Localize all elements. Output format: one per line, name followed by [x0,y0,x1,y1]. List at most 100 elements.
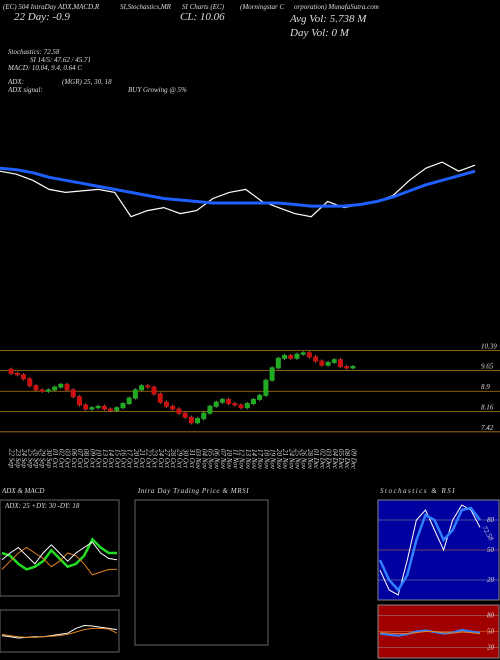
adx-values: (MGR) 25, 30, 18 [62,78,112,86]
panel-subtitle: ADX: 25 +DY: 30 -DY: 18 [4,502,80,510]
candle-body [70,389,76,398]
x-tick-label: 31 Oct [188,448,196,469]
title-part: (Morningstar C [240,3,284,11]
rsi-label: SI 14/5: 47.62 / 45.71 [30,56,91,64]
candle-body [319,360,325,366]
y-tick-label: 7.42 [481,424,494,432]
x-tick-label: 22 Oct [144,449,152,469]
candle-body [163,401,169,407]
y-tick-label: 50 [487,546,495,554]
y-tick-label: 8.16 [481,404,494,412]
candle-body [257,394,263,400]
line [0,166,476,208]
candle-body [344,366,350,369]
line [1,546,117,576]
x-tick-label: 06 Oct [70,449,78,469]
y-tick-label: 80 [487,516,495,524]
candle-body [195,418,201,424]
candle-body [8,368,14,374]
candle-body [151,386,157,395]
candle-body [331,359,337,363]
line [379,631,481,635]
x-tick-label: 06 Nov [213,449,221,470]
x-tick-label: 03 Oct [64,449,72,469]
avg-vol: Avg Vol: 5.738 M [289,13,367,25]
x-tick-label: 07 Oct [76,449,84,469]
candle-body [139,385,145,391]
candle-body [219,398,225,403]
x-tick-label: 30 Sep [45,448,53,468]
y-tick-label: 20 [487,576,495,584]
title-part: SI,Stochastics,MR [120,3,172,11]
line [1,541,118,565]
panel-title: Stochastics & RSI [380,487,456,495]
x-tick-label: 29 Sep [39,449,47,468]
x-tick-label: 22 Sep [8,449,16,468]
candle-body [201,412,207,420]
x-tick-label: 17 Nov [256,449,264,470]
candle-body [27,378,33,387]
y-tick-label: 80 [487,612,495,620]
candle-body [244,403,250,409]
macd-label: MACD: 10.04, 9.4, 0.64 C [7,64,82,72]
x-tick-label: 10 Nov [225,449,233,470]
candle-body [337,359,343,368]
candle-body [83,404,89,410]
x-tick-label: 03 Dec [325,449,333,470]
close-label: CL: 10.06 [180,11,225,23]
x-tick-label: 28 Nov [306,449,314,470]
candle-body [325,361,331,366]
line [1,537,117,571]
x-tick-label: 25 Sep [26,449,34,468]
candle-body [89,407,95,410]
x-tick-label: 18 Nov [262,449,270,470]
x-tick-label: 21 Oct [138,449,146,469]
x-tick-label: 04 Nov [200,449,208,470]
x-tick-label: 17 Oct [126,449,134,469]
x-tick-label: 28 Oct [169,449,177,469]
candle-body [14,372,20,376]
x-tick-label: 13 Nov [244,449,252,470]
line [1,624,118,639]
x-tick-label: 26 Nov [300,449,308,470]
panel-frame [134,499,269,646]
candle-body [58,383,64,388]
x-tick-label: 14 Oct [107,449,115,469]
x-tick-label: 29 Oct [175,449,183,469]
candle-body [250,398,256,405]
x-tick-label: 04 Dec [331,449,339,470]
candle-body [157,393,163,403]
x-tick-label: 30 Oct [182,448,190,469]
panel-title: Intra Day Trading Price & MRSI [137,487,249,495]
candle-body [282,355,288,359]
candle-body [232,403,238,406]
x-tick-label: 23 Sep [14,449,22,468]
change-label: 22 Day: -0.9 [14,11,70,23]
x-tick-label: 21 Nov [281,449,289,470]
candle-body [350,366,356,369]
candle-body [126,397,132,405]
line [378,506,481,593]
x-tick-label: 19 Nov [269,449,277,470]
panel-title: ADX & MACD [1,487,44,495]
candle-body [306,352,312,358]
x-tick-label: 12 Nov [238,449,246,470]
x-tick-label: 03 Nov [194,449,202,470]
candle-body [64,383,70,391]
candle-body [21,374,27,380]
candle-body [52,386,58,391]
x-tick-label: 07 Nov [219,449,227,470]
candle-body [313,356,319,362]
panel-frame [0,499,120,597]
candle-body [114,407,120,411]
x-tick-label: 27 Oct [163,449,171,469]
x-tick-label: 16 Oct [119,449,127,469]
title-part: (EC) 504 IntraDay ADX,MACD,R [3,3,100,11]
x-tick-label: 02 Dec [318,449,326,470]
x-tick-label: 01 Dec [312,449,320,470]
day-vol: Day Vol: 0 M [289,27,350,39]
line [379,504,481,596]
line [0,161,476,218]
adx-label: ADX: [7,78,24,86]
candle-body [275,357,281,369]
